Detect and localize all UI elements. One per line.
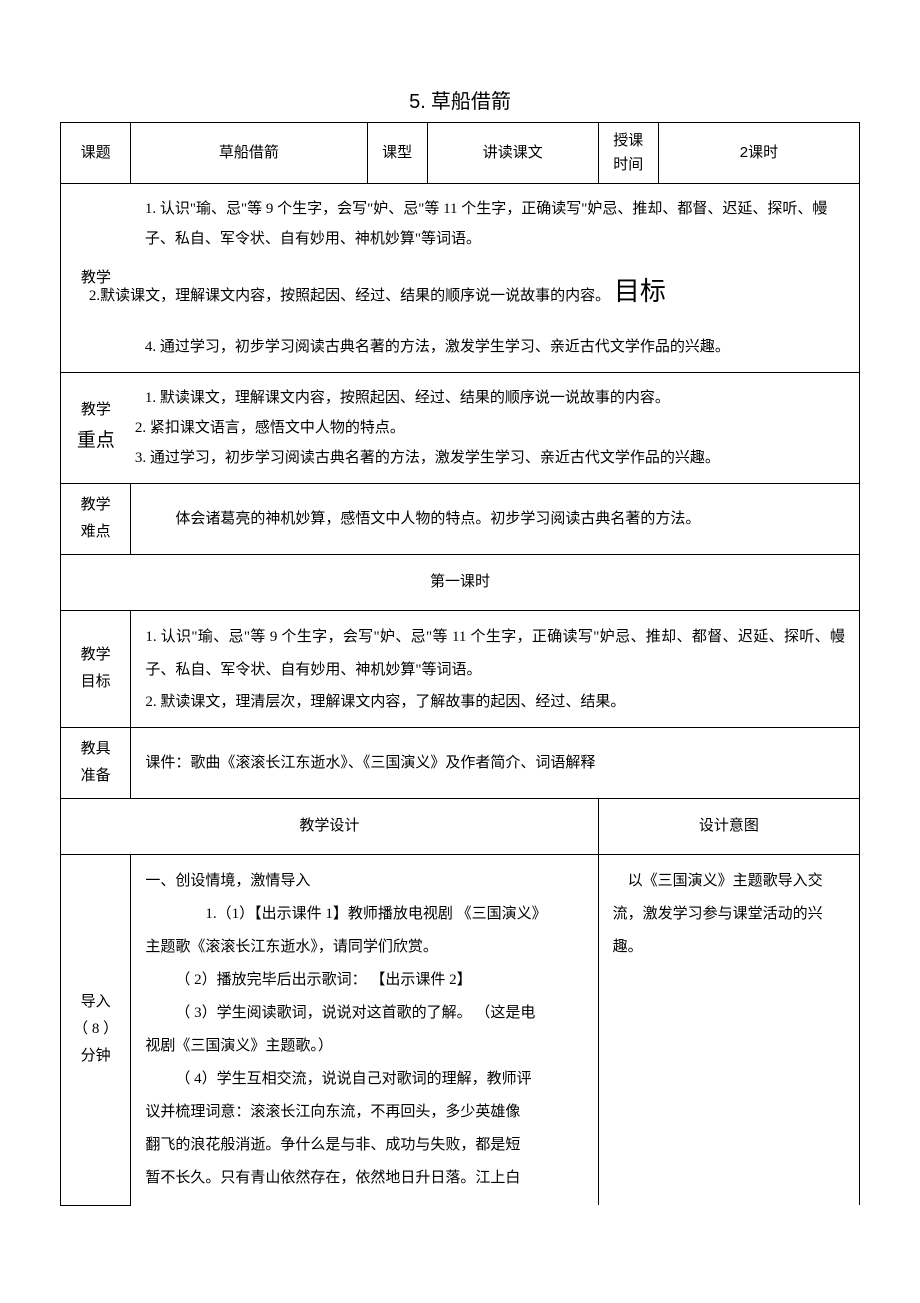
goals-label-suffix: 目标 bbox=[614, 277, 666, 306]
intro-p1: 1.（1）【出示课件 1】教师播放电视剧 《三国演义》 bbox=[145, 898, 583, 931]
intro-label: 导入 （ 8 ） 分钟 bbox=[61, 855, 131, 1206]
intro-p4: （ 4）学生互相交流，说说自己对歌词的理解，教师评 bbox=[145, 1063, 583, 1096]
lesson1-goals-label: 教学 目标 bbox=[61, 611, 131, 728]
intro-intent: 以《三国演义》主题歌导入交流，激发学习参与课堂活动的兴趣。 bbox=[598, 855, 859, 1206]
intro-p4c: 翻飞的浪花般消逝。争什么是与非、成功与失败，都是短 bbox=[145, 1129, 583, 1162]
design-header-row: 教学设计 设计意图 bbox=[61, 799, 860, 855]
lesson1-goals-content: 1. 认识"瑜、忌"等 9 个生字，会写"妒、忌"等 11 个生字，正确读写"妒… bbox=[131, 611, 860, 728]
intro-p4d: 暂不长久。只有青山依然存在，依然地日升日落。江上白 bbox=[145, 1162, 583, 1195]
keypoints-label: 教学 重点 bbox=[61, 373, 131, 484]
design-left-header: 教学设计 bbox=[61, 799, 599, 855]
topic-value: 草船借箭 bbox=[131, 123, 367, 184]
header-row: 课题 草船借箭 课型 讲读课文 授课时间 2课时 bbox=[61, 123, 860, 184]
intro-p2: （ 2）播放完毕后出示歌词： 【出示课件 2】 bbox=[145, 964, 583, 997]
lesson1-title: 第一课时 bbox=[61, 555, 860, 611]
intro-p4b: 议并梳理词意：滚滚长江向东流，不再回头，多少英雄像 bbox=[145, 1096, 583, 1129]
goals-content: 1. 认识"瑜、忌"等 9 个生字，会写"妒、忌"等 11 个生字，正确读写"妒… bbox=[131, 184, 860, 373]
intro-p1b: 主题歌《滚滚长江东逝水》，请同学们欣赏。 bbox=[145, 931, 583, 964]
title-number: 5. bbox=[409, 91, 426, 113]
lesson-plan-table: 课题 草船借箭 课型 讲读课文 授课时间 2课时 教学 1. 认识"瑜、忌"等 … bbox=[60, 122, 860, 1206]
intro-row: 导入 （ 8 ） 分钟 一、创设情境，激情导入 1.（1）【出示课件 1】教师播… bbox=[61, 855, 860, 1206]
time-label: 授课时间 bbox=[598, 123, 658, 184]
intro-section-title: 一、创设情境，激情导入 bbox=[145, 865, 583, 898]
intro-p3b: 视剧《三国演义》主题歌。） bbox=[145, 1030, 583, 1063]
tools-row: 教具 准备 课件：歌曲《滚滚长江东逝水》、《三国演义》及作者简介、词语解释 bbox=[61, 728, 860, 799]
keypoint-2: 2. 紧扣课文语言，感悟文中人物的特点。 bbox=[135, 413, 845, 443]
lesson1-goal-2: 2. 默读课文，理清层次，理解课文内容，了解故事的起因、经过、结果。 bbox=[145, 687, 845, 717]
intro-content: 一、创设情境，激情导入 1.（1）【出示课件 1】教师播放电视剧 《三国演义》 … bbox=[131, 855, 598, 1206]
keypoint-3: 3. 通过学习，初步学习阅读古典名著的方法，激发学生学习、亲近古代文学作品的兴趣… bbox=[135, 443, 845, 473]
keypoint-1: 1. 默读课文，理解课文内容，按照起因、经过、结果的顺序说一说故事的内容。 bbox=[145, 383, 845, 413]
design-right-header: 设计意图 bbox=[598, 799, 859, 855]
goals-row: 教学 1. 认识"瑜、忌"等 9 个生字，会写"妒、忌"等 11 个生字，正确读… bbox=[61, 184, 860, 373]
difficulty-label: 教学 难点 bbox=[61, 484, 131, 555]
keypoints-row: 教学 重点 1. 默读课文，理解课文内容，按照起因、经过、结果的顺序说一说故事的… bbox=[61, 373, 860, 484]
goals-label: 教学 bbox=[61, 184, 131, 373]
goal-item-2: 2.默读课文，理解课文内容，按照起因、经过、结果的顺序说一说故事的内容。 目标 bbox=[145, 266, 845, 318]
lesson1-title-row: 第一课时 bbox=[61, 555, 860, 611]
difficulty-row: 教学 难点 体会诸葛亮的神机妙算，感悟文中人物的特点。初步学习阅读古典名著的方法… bbox=[61, 484, 860, 555]
intro-p3: （ 3）学生阅读歌词，说说对这首歌的了解。 （这是电 bbox=[145, 997, 583, 1030]
page-title: 5. 草船借箭 bbox=[60, 85, 860, 114]
goal-item-4: 4. 通过学习，初步学习阅读古典名著的方法，激发学生学习、亲近古代文学作品的兴趣… bbox=[145, 332, 845, 362]
type-value: 讲读课文 bbox=[427, 123, 598, 184]
difficulty-content: 体会诸葛亮的神机妙算，感悟文中人物的特点。初步学习阅读古典名著的方法。 bbox=[131, 484, 860, 555]
goal-item-1: 1. 认识"瑜、忌"等 9 个生字，会写"妒、忌"等 11 个生字，正确读写"妒… bbox=[145, 194, 845, 254]
title-text: 草船借箭 bbox=[426, 91, 511, 113]
tools-label: 教具 准备 bbox=[61, 728, 131, 799]
keypoints-content: 1. 默读课文，理解课文内容，按照起因、经过、结果的顺序说一说故事的内容。 2.… bbox=[131, 373, 860, 484]
lesson1-goals-row: 教学 目标 1. 认识"瑜、忌"等 9 个生字，会写"妒、忌"等 11 个生字，… bbox=[61, 611, 860, 728]
time-value: 2课时 bbox=[658, 123, 859, 184]
tools-content: 课件：歌曲《滚滚长江东逝水》、《三国演义》及作者简介、词语解释 bbox=[131, 728, 860, 799]
topic-label: 课题 bbox=[61, 123, 131, 184]
lesson1-goal-1: 1. 认识"瑜、忌"等 9 个生字，会写"妒、忌"等 11 个生字，正确读写"妒… bbox=[145, 621, 845, 687]
type-label: 课型 bbox=[367, 123, 427, 184]
